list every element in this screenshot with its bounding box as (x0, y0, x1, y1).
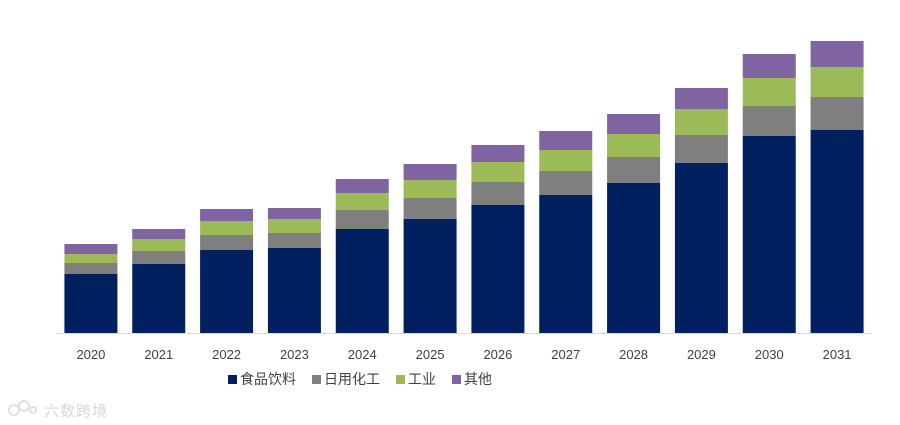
bar-segment-2024-series-0 (335, 229, 389, 333)
bar-segment-2028-series-1 (607, 157, 661, 183)
bar-segment-2024-series-1 (335, 210, 389, 229)
bar-segment-2021-series-1 (132, 251, 186, 264)
bar-segment-2026-series-3 (471, 145, 525, 162)
bar-segment-2030-series-3 (742, 54, 796, 78)
bar-segment-2030-series-1 (742, 106, 796, 136)
legend-label-series-1: 日用化工 (324, 372, 380, 388)
x-tick-label-2027: 2027 (551, 347, 580, 362)
x-tick-label-2021: 2021 (144, 347, 173, 362)
bar-segment-2023-series-0 (267, 248, 321, 333)
bar-segment-2029-series-0 (674, 163, 728, 333)
bar-segment-2025-series-3 (403, 164, 457, 180)
bar-segment-2024-series-3 (335, 179, 389, 193)
x-tick-label-2030: 2030 (755, 347, 784, 362)
x-tick-label-2028: 2028 (619, 347, 648, 362)
bar-segment-2022-series-1 (200, 235, 254, 250)
x-tick-label-2025: 2025 (416, 347, 445, 362)
bar-segment-2022-series-3 (200, 209, 254, 221)
bars-layer (64, 41, 864, 333)
bar-segment-2028-series-2 (607, 134, 661, 157)
bar-segment-2029-series-2 (674, 109, 728, 135)
bar-segment-2031-series-3 (810, 41, 864, 67)
x-tick-label-2026: 2026 (483, 347, 512, 362)
bar-segment-2021-series-2 (132, 239, 186, 251)
x-tick-labels: 2020 2021 2022 2023 2024 2025 2026 2027 2028 2029… (76, 347, 851, 362)
legend-swatch-series-0 (228, 375, 237, 384)
bar-segment-2025-series-1 (403, 198, 457, 219)
bar-segment-2026-series-1 (471, 182, 525, 205)
x-tick-label-2024: 2024 (348, 347, 377, 362)
x-tick-label-2022: 2022 (212, 347, 241, 362)
bar-segment-2025-series-0 (403, 219, 457, 333)
watermark-text: 六数跨境 (44, 401, 109, 420)
legend-swatch-series-2 (396, 375, 405, 384)
legend-label-series-2: 工业 (408, 372, 436, 388)
bar-segment-2022-series-0 (200, 250, 254, 333)
bar-segment-2026-series-0 (471, 205, 525, 333)
x-tick-label-2031: 2031 (823, 347, 852, 362)
bar-segment-2027-series-0 (539, 195, 593, 333)
legend-swatch-series-3 (452, 375, 461, 384)
bar-segment-2026-series-2 (471, 162, 525, 182)
legend: 食品饮料 日用化工 工业 其他 (228, 371, 492, 388)
bar-segment-2022-series-2 (200, 221, 254, 235)
bar-segment-2020-series-1 (64, 263, 118, 274)
watermark: 六数跨境 (8, 398, 108, 422)
bar-segment-2024-series-2 (335, 193, 389, 210)
bar-segment-2025-series-2 (403, 180, 457, 198)
logo-icon (8, 398, 38, 422)
bar-segment-2028-series-3 (607, 114, 661, 134)
x-tick-label-2029: 2029 (687, 347, 716, 362)
bar-segment-2030-series-0 (742, 136, 796, 333)
legend-label-series-0: 食品饮料 (240, 371, 296, 388)
bar-segment-2023-series-1 (267, 233, 321, 248)
bar-segment-2023-series-3 (267, 208, 321, 219)
bar-segment-2027-series-1 (539, 171, 593, 195)
bar-segment-2030-series-2 (742, 78, 796, 106)
bar-segment-2021-series-0 (132, 264, 186, 333)
bar-segment-2023-series-2 (267, 219, 321, 233)
bar-segment-2031-series-2 (810, 67, 864, 97)
legend-swatch-series-1 (312, 375, 321, 384)
x-tick-label-2020: 2020 (76, 347, 105, 362)
bar-segment-2029-series-3 (674, 88, 728, 109)
bar-segment-2027-series-3 (539, 131, 593, 150)
bar-segment-2021-series-3 (132, 229, 186, 239)
legend-label-series-3: 其他 (464, 372, 492, 388)
x-tick-label-2023: 2023 (280, 347, 309, 362)
bar-segment-2020-series-2 (64, 254, 118, 263)
bar-segment-2020-series-3 (64, 244, 118, 254)
bar-segment-2027-series-2 (539, 150, 593, 171)
bar-segment-2020-series-0 (64, 274, 118, 333)
bar-segment-2029-series-1 (674, 135, 728, 163)
bar-segment-2031-series-0 (810, 130, 864, 333)
bar-segment-2031-series-1 (810, 97, 864, 130)
bar-segment-2028-series-0 (607, 183, 661, 333)
